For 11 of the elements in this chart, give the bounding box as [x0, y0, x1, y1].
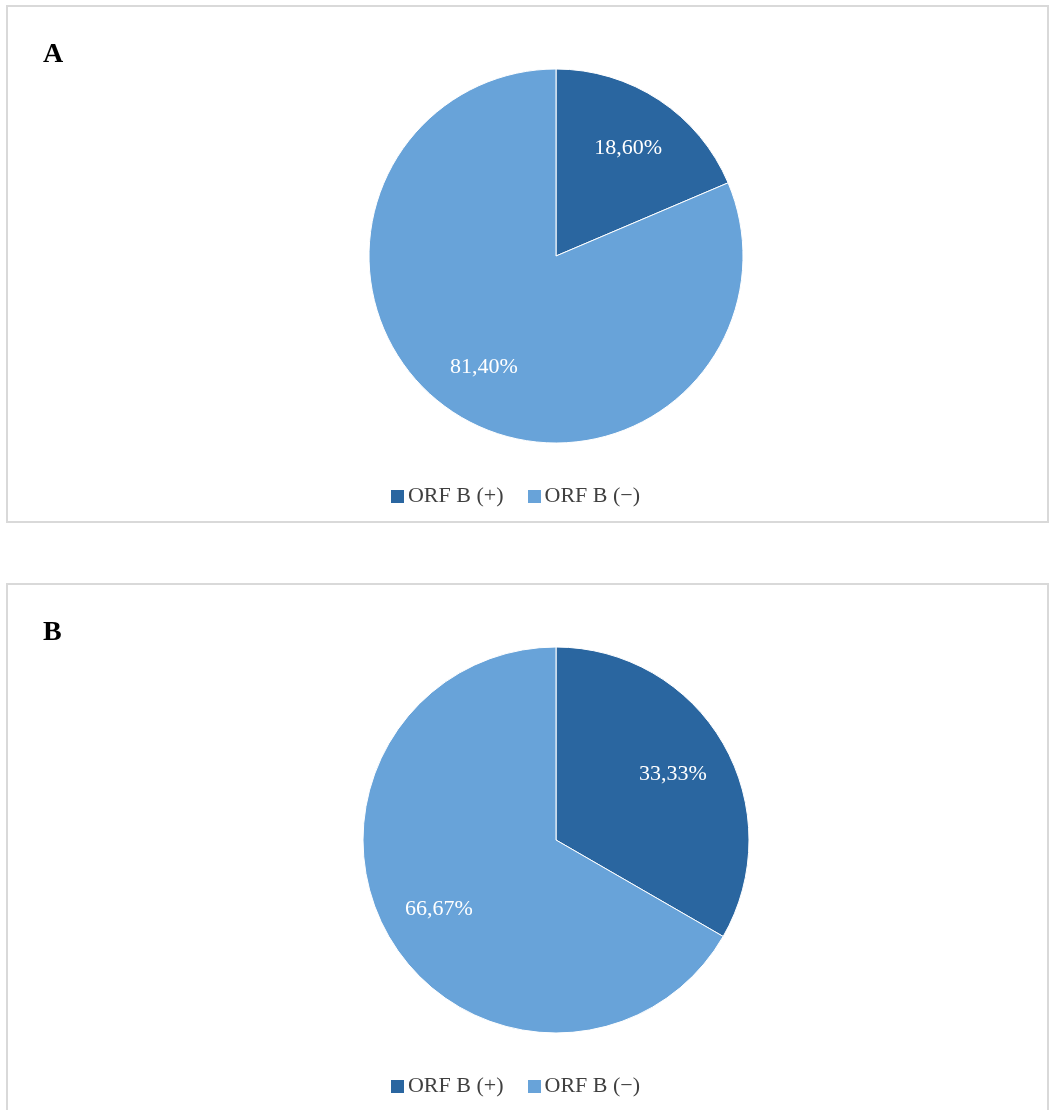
legend-label: ORF B (+) [407, 482, 504, 507]
data-label: 33,33% [639, 759, 707, 785]
legend-label: ORF B (−) [544, 482, 641, 507]
legend-label: ORF B (−) [544, 1072, 641, 1097]
data-label: 81,40% [449, 352, 518, 378]
data-label: 66,67% [405, 895, 473, 921]
legend-label: ORF B (+) [407, 1072, 504, 1097]
text: A [43, 37, 64, 69]
text: B [43, 615, 62, 647]
data-label: 18,60% [594, 134, 663, 160]
pie-slice [368, 68, 744, 444]
